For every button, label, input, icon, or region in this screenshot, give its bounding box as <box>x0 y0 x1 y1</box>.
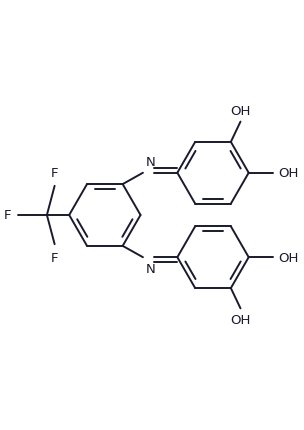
Text: F: F <box>51 251 58 264</box>
Text: F: F <box>4 209 11 222</box>
Text: N: N <box>146 262 156 275</box>
Text: OH: OH <box>230 313 251 326</box>
Text: N: N <box>146 156 156 169</box>
Text: OH: OH <box>278 167 298 180</box>
Text: F: F <box>51 167 58 180</box>
Text: OH: OH <box>278 251 298 264</box>
Text: OH: OH <box>230 104 251 117</box>
